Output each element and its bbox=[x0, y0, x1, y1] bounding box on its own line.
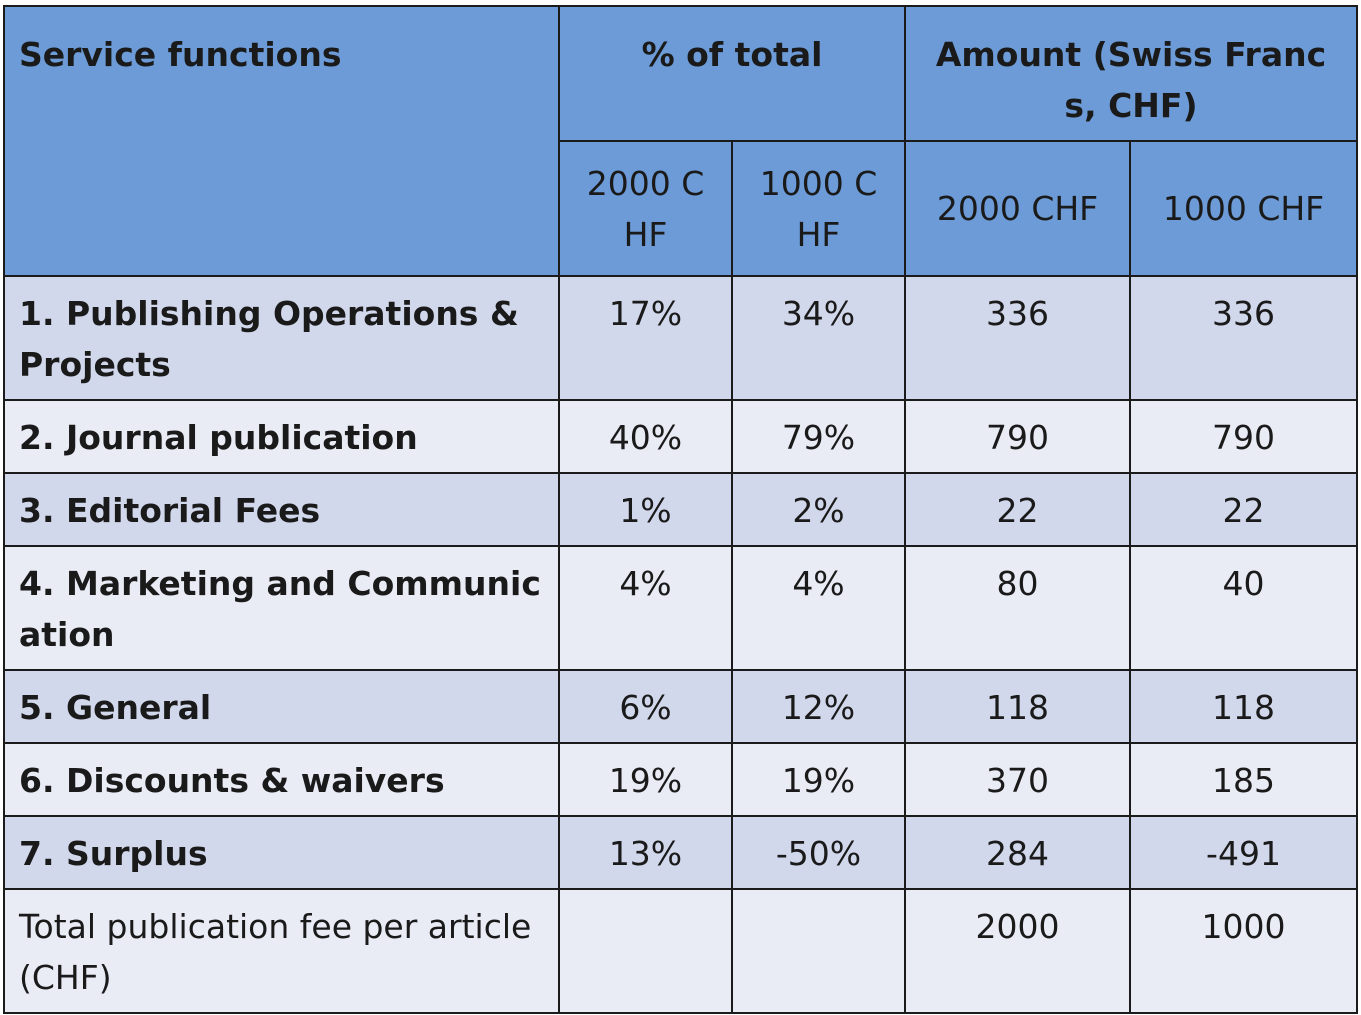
row-label: 6. Discounts & waivers bbox=[3, 742, 560, 817]
cell-pct-2000: 19% bbox=[558, 742, 733, 817]
table-row: 2. Journal publication 40% 79% 790 790 bbox=[3, 399, 1358, 474]
cell-pct-1000: 19% bbox=[731, 742, 906, 817]
amt-1000-subheader: 1000 CHF bbox=[1129, 140, 1358, 277]
total-pct-1000 bbox=[731, 888, 906, 1014]
table-row: 6. Discounts & waivers 19% 19% 370 185 bbox=[3, 742, 1358, 817]
cell-amt-2000: 284 bbox=[904, 815, 1131, 890]
row-label: 2. Journal publication bbox=[3, 399, 560, 474]
row-label: 1. Publishing Operations & Projects bbox=[3, 275, 560, 401]
percent-of-total-header: % of total bbox=[558, 5, 906, 142]
cell-pct-2000: 17% bbox=[558, 275, 733, 401]
cell-amt-2000: 790 bbox=[904, 399, 1131, 474]
cell-pct-2000: 6% bbox=[558, 669, 733, 744]
cell-amt-2000: 118 bbox=[904, 669, 1131, 744]
row-label: 5. General bbox=[3, 669, 560, 744]
table-row: 4. Marketing and Communication 4% 4% 80 … bbox=[3, 545, 1358, 671]
cell-amt-1000: 790 bbox=[1129, 399, 1358, 474]
cell-pct-1000: 79% bbox=[731, 399, 906, 474]
cell-pct-2000: 13% bbox=[558, 815, 733, 890]
cell-amt-2000: 336 bbox=[904, 275, 1131, 401]
cell-amt-1000: 336 bbox=[1129, 275, 1358, 401]
cell-amt-1000: 118 bbox=[1129, 669, 1358, 744]
cell-pct-2000: 1% bbox=[558, 472, 733, 547]
cell-pct-2000: 4% bbox=[558, 545, 733, 671]
cell-pct-1000: 2% bbox=[731, 472, 906, 547]
table-row: 5. General 6% 12% 118 118 bbox=[3, 669, 1358, 744]
amount-chf-header: Amount (Swiss Francs, CHF) bbox=[904, 5, 1358, 142]
total-row: Total publication fee per article (CHF) … bbox=[3, 888, 1358, 1014]
pct-2000-subheader: 2000 CHF bbox=[558, 140, 733, 277]
table-header: Service functions % of total Amount (Swi… bbox=[3, 5, 1358, 277]
row-label: 3. Editorial Fees bbox=[3, 472, 560, 547]
pct-1000-subheader: 1000 CHF bbox=[731, 140, 906, 277]
header-row-sub: 2000 CHF 1000 CHF 2000 CHF 1000 CHF bbox=[4, 140, 1358, 277]
total-pct-2000 bbox=[558, 888, 733, 1014]
cell-pct-1000: 4% bbox=[731, 545, 906, 671]
cell-pct-1000: 12% bbox=[731, 669, 906, 744]
cell-amt-2000: 80 bbox=[904, 545, 1131, 671]
table-row: 3. Editorial Fees 1% 2% 22 22 bbox=[3, 472, 1358, 547]
cell-pct-2000: 40% bbox=[558, 399, 733, 474]
cell-amt-1000: 22 bbox=[1129, 472, 1358, 547]
pct-1000-subheader-label: 1000 CHF bbox=[759, 163, 878, 254]
total-amt-1000: 1000 bbox=[1129, 888, 1358, 1014]
table-row: 7. Surplus 13% -50% 284 -491 bbox=[3, 815, 1358, 890]
row-label: 7. Surplus bbox=[3, 815, 560, 890]
header-row-top: Service functions % of total Amount (Swi… bbox=[3, 5, 1358, 277]
cell-pct-1000: 34% bbox=[731, 275, 906, 401]
total-label: Total publication fee per article (CHF) bbox=[3, 888, 560, 1014]
cell-amt-1000: -491 bbox=[1129, 815, 1358, 890]
cell-amt-2000: 22 bbox=[904, 472, 1131, 547]
row-label: 4. Marketing and Communication bbox=[3, 545, 560, 671]
cell-amt-2000: 370 bbox=[904, 742, 1131, 817]
amt-2000-subheader: 2000 CHF bbox=[904, 140, 1131, 277]
table-body: 1. Publishing Operations & Projects 17% … bbox=[3, 275, 1358, 1014]
fee-breakdown-table: Service functions % of total Amount (Swi… bbox=[3, 5, 1358, 1014]
service-functions-header: Service functions bbox=[3, 5, 560, 277]
pct-2000-subheader-label: 2000 CHF bbox=[586, 163, 705, 254]
cell-amt-1000: 185 bbox=[1129, 742, 1358, 817]
cell-pct-1000: -50% bbox=[731, 815, 906, 890]
table-row: 1. Publishing Operations & Projects 17% … bbox=[3, 275, 1358, 401]
cell-amt-1000: 40 bbox=[1129, 545, 1358, 671]
total-amt-2000: 2000 bbox=[904, 888, 1131, 1014]
